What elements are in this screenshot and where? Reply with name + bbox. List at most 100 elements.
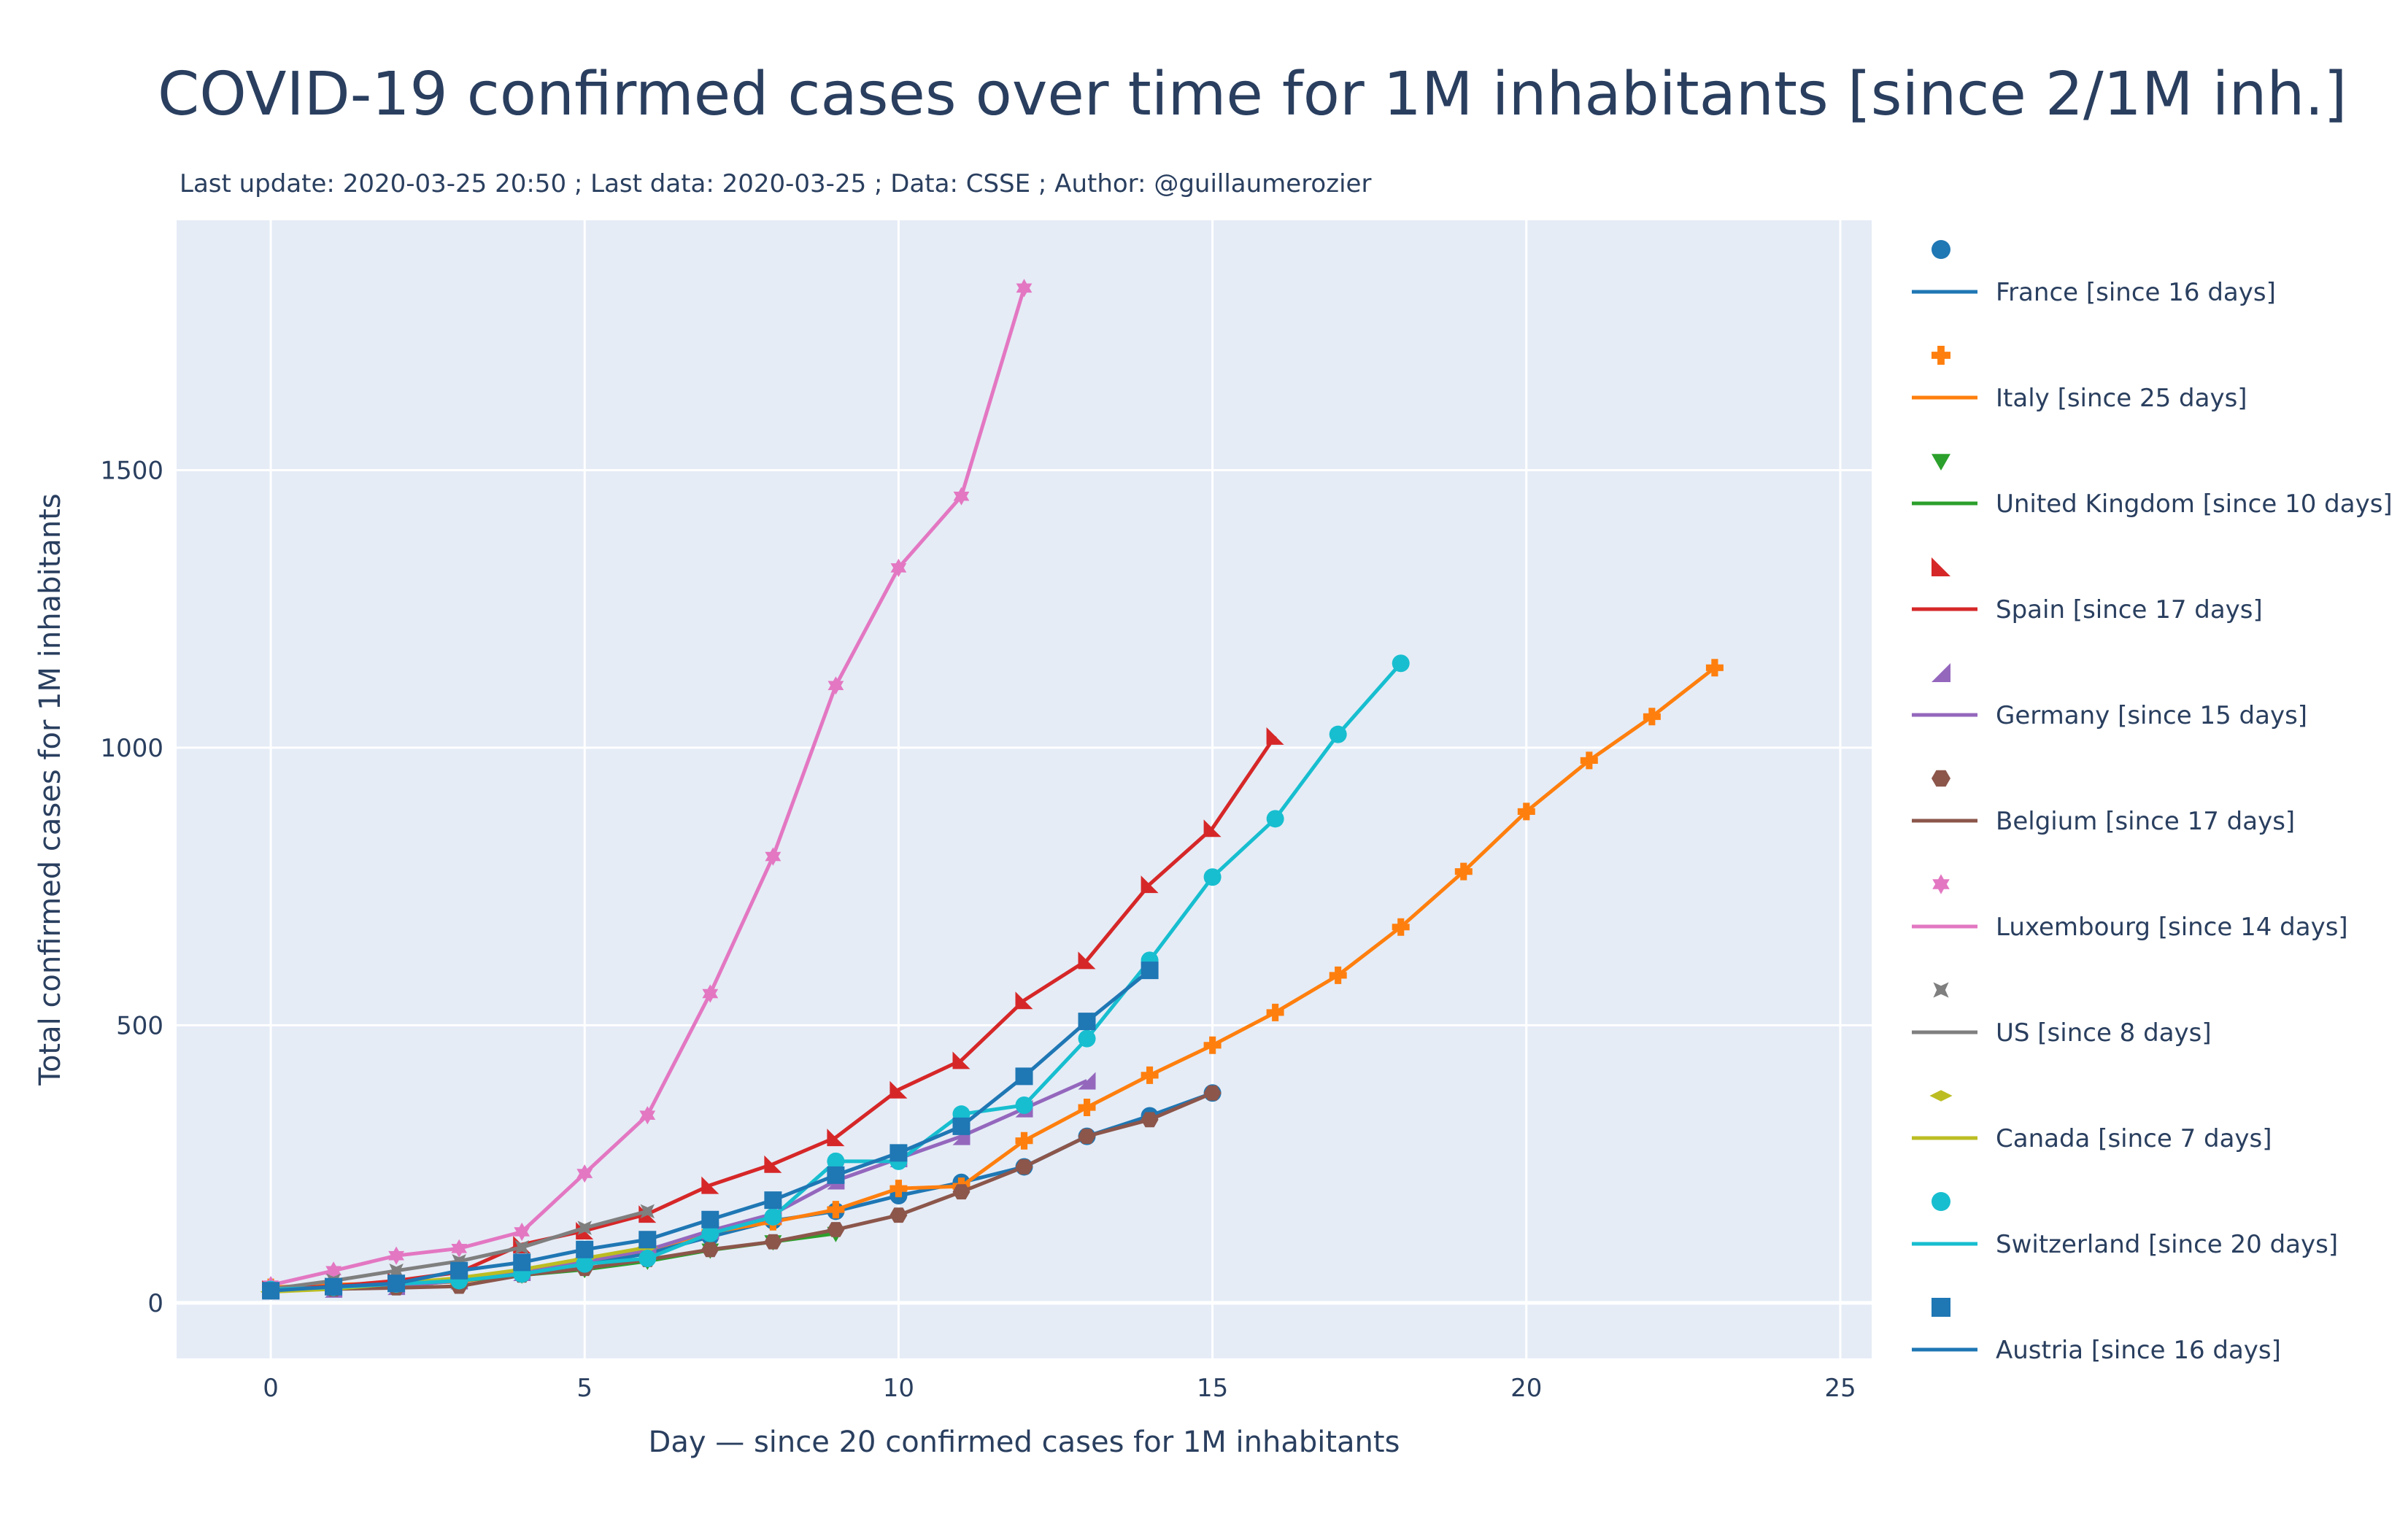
data-point [1580, 751, 1598, 770]
data-point [1078, 1072, 1096, 1090]
data-point [1203, 1036, 1222, 1054]
data-point [1203, 868, 1222, 886]
series-6 [263, 279, 1033, 1295]
x-tick-label: 0 [263, 1374, 279, 1403]
legend-item: Belgium [since 17 days] [1912, 770, 2295, 836]
y-axis-title: Total confirmed cases for 1M inhabitants [34, 493, 67, 1086]
data-point [702, 984, 719, 1003]
legend-marker [1932, 1192, 1950, 1211]
data-point [764, 1191, 782, 1210]
y-tick-label: 0 [147, 1289, 163, 1318]
legend-item: Germany [since 15 days] [1912, 663, 2307, 730]
legend-item: Spain [since 17 days] [1912, 557, 2263, 624]
data-point [1015, 1159, 1033, 1175]
data-point [388, 1246, 404, 1265]
data-point [1643, 708, 1661, 726]
data-point [1203, 1085, 1222, 1101]
data-point [952, 1051, 970, 1069]
data-point [890, 558, 907, 577]
data-point [1015, 991, 1033, 1010]
y-tick-label: 1500 [100, 456, 163, 485]
legend-item: Austria [since 16 days] [1912, 1298, 2281, 1365]
data-point [576, 1240, 594, 1258]
data-point [513, 1253, 531, 1272]
plot-area [177, 220, 1872, 1358]
data-point [827, 1222, 845, 1237]
legend-label: Spain [since 17 days] [1996, 595, 2263, 624]
data-point [1016, 279, 1033, 298]
legend-marker [1932, 770, 1950, 787]
legend-marker [1932, 557, 1950, 576]
data-point [325, 1261, 341, 1280]
data-point [1015, 1096, 1033, 1114]
data-point [953, 487, 970, 506]
legend-marker [1932, 1298, 1950, 1317]
legend-marker [1932, 454, 1950, 471]
x-tick-label: 5 [576, 1374, 593, 1403]
data-point [701, 1176, 719, 1194]
chart-subtitle: Last update: 2020-03-25 20:50 ; Last dat… [180, 169, 1372, 198]
data-point [389, 1264, 404, 1278]
data-point [1392, 918, 1410, 936]
legend-marker [1932, 240, 1950, 259]
data-point [827, 676, 844, 695]
data-point [1266, 727, 1284, 745]
data-point [1015, 1067, 1033, 1086]
legend-label: Belgium [since 17 days] [1996, 807, 2295, 836]
data-point [514, 1222, 530, 1242]
y-tick-label: 500 [116, 1011, 163, 1040]
data-point [640, 1204, 655, 1219]
legend-item: United Kingdom [since 10 days] [1912, 454, 2393, 519]
data-point [450, 1261, 468, 1280]
data-point [890, 1180, 908, 1198]
data-point [765, 847, 782, 866]
y-tick-label: 1000 [100, 734, 163, 763]
data-point [638, 1231, 657, 1249]
data-point [701, 1210, 719, 1229]
data-point [638, 1250, 657, 1268]
data-point [1141, 875, 1159, 894]
data-point [1078, 951, 1096, 970]
data-point [890, 1144, 908, 1162]
data-point [262, 1282, 280, 1300]
legend-label: Luxembourg [since 14 days] [1996, 913, 2348, 942]
data-point [639, 1106, 656, 1125]
data-point [827, 1166, 845, 1184]
legend-item: Luxembourg [since 14 days] [1912, 874, 2348, 942]
data-point [1015, 1131, 1033, 1150]
legend-marker [1932, 874, 1950, 894]
data-point [952, 1184, 970, 1200]
data-point [1705, 659, 1724, 677]
data-point [325, 1277, 343, 1296]
legend-item: Italy [since 25 days] [1912, 346, 2247, 413]
data-point [827, 1129, 845, 1147]
legend-marker [1932, 663, 1950, 682]
data-point [514, 1240, 529, 1255]
data-point [1517, 802, 1535, 821]
data-point [1078, 1129, 1096, 1144]
data-point [1329, 725, 1347, 743]
legend-label: Germany [since 15 days] [1996, 701, 2307, 730]
legend-label: Switzerland [since 20 days] [1996, 1230, 2338, 1259]
data-point [701, 1224, 719, 1242]
x-axis-title: Day — since 20 confirmed cases for 1M in… [649, 1425, 1400, 1459]
legend-label: US [since 8 days] [1996, 1018, 2212, 1048]
data-point [827, 1201, 845, 1219]
data-point [1329, 966, 1347, 984]
data-point [1266, 810, 1284, 828]
series-10 [262, 962, 1159, 1300]
data-point [1141, 1112, 1159, 1128]
data-point [387, 1274, 406, 1293]
legend-item: Switzerland [since 20 days] [1912, 1192, 2338, 1259]
data-point [1141, 1066, 1159, 1084]
data-point [1266, 1003, 1284, 1021]
data-point [1392, 654, 1410, 673]
data-point [451, 1239, 468, 1258]
data-point [1078, 1013, 1096, 1031]
x-tick-label: 10 [883, 1374, 914, 1403]
data-point [701, 1242, 719, 1258]
legend-marker [1932, 346, 1950, 365]
legend-item: US [since 8 days] [1912, 982, 2212, 1048]
